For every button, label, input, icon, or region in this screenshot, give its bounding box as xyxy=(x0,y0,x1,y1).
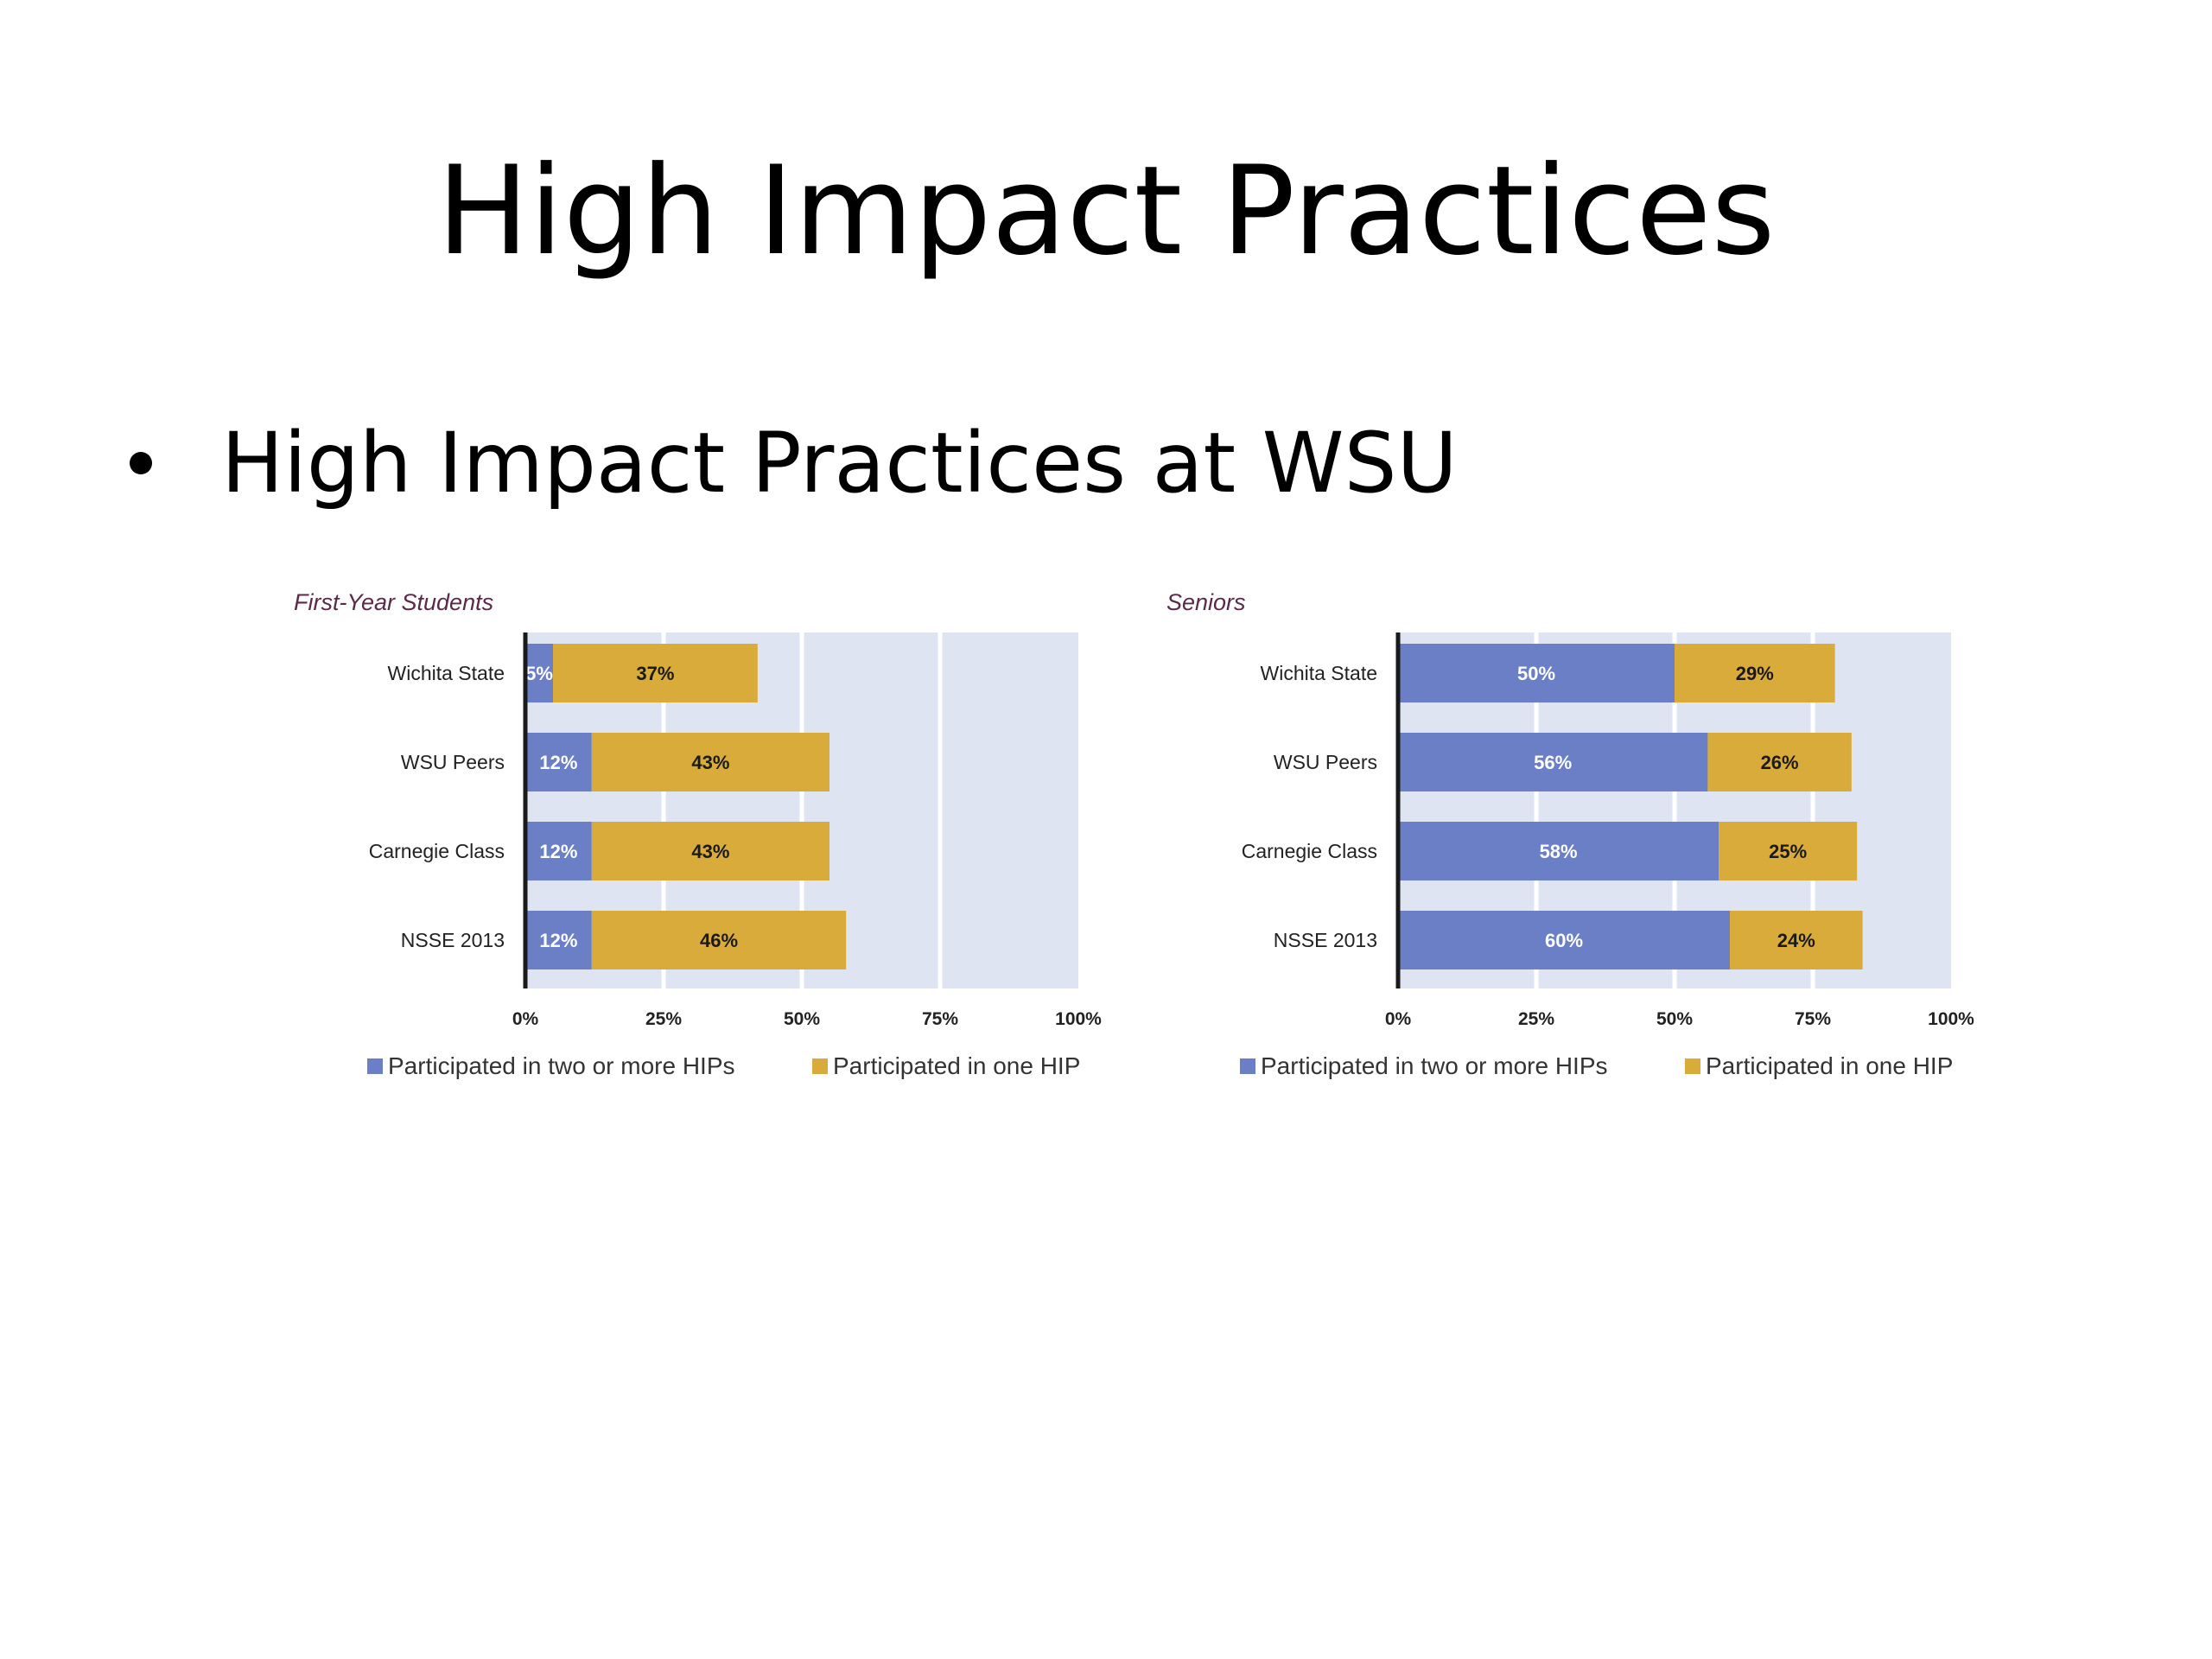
data-label: 58% xyxy=(1540,841,1578,862)
legend-entry: Participated in one HIP xyxy=(833,1052,1080,1079)
category-label: NSSE 2013 xyxy=(401,929,505,951)
data-label: 37% xyxy=(636,663,674,684)
bar-participated-in-two-or-more-hips xyxy=(1398,822,1719,880)
x-tick-label: 100% xyxy=(1055,1009,1102,1029)
category-label: Wichita State xyxy=(1261,662,1378,684)
bar-participated-in-two-or-more-hips xyxy=(525,733,592,791)
bullet-dot-icon xyxy=(130,452,152,474)
legend-swatch xyxy=(1685,1058,1700,1074)
bar-participated-in-one-hip xyxy=(1730,911,1863,969)
data-label: 24% xyxy=(1777,930,1815,951)
x-tick-label: 75% xyxy=(922,1009,958,1029)
bar-participated-in-one-hip xyxy=(1719,822,1858,880)
legend-entry: Participated in two or more HIPs xyxy=(388,1052,735,1079)
bar-participated-in-two-or-more-hips xyxy=(525,644,553,702)
x-tick-label: 25% xyxy=(1518,1009,1554,1029)
data-label: 50% xyxy=(1517,663,1555,684)
bar-participated-in-one-hip xyxy=(1675,644,1835,702)
legend-swatch xyxy=(1240,1058,1255,1074)
data-label: 5% xyxy=(525,663,553,684)
bar-participated-in-one-hip xyxy=(591,822,830,880)
bar-participated-in-two-or-more-hips xyxy=(525,911,592,969)
x-tick-label: 0% xyxy=(1385,1009,1412,1029)
bullet-item: High Impact Practices at WSU xyxy=(130,411,1458,515)
bar-participated-in-two-or-more-hips xyxy=(525,822,592,880)
data-label: 12% xyxy=(539,841,577,862)
x-tick-label: 50% xyxy=(1656,1009,1693,1029)
category-label: Wichita State xyxy=(388,662,505,684)
bar-participated-in-two-or-more-hips xyxy=(1398,644,1675,702)
chart-first-year-students: First-Year Students Wichita State 5% 37% WSU… xyxy=(294,589,1102,1079)
category-label: WSU Peers xyxy=(1274,751,1377,773)
bar-participated-in-one-hip xyxy=(591,733,830,791)
chart-title: Seniors xyxy=(1166,589,1246,615)
legend-swatch xyxy=(367,1058,383,1074)
x-tick-label: 50% xyxy=(784,1009,820,1029)
data-label: 12% xyxy=(539,930,577,951)
data-label: 12% xyxy=(539,752,577,773)
bullet-text: High Impact Practices at WSU xyxy=(221,415,1458,512)
data-label: 56% xyxy=(1534,752,1572,773)
category-label: Carnegie Class xyxy=(1242,840,1377,862)
chart-seniors: Seniors Wichita State 50% 29% WSU Peers 56% 26… xyxy=(1166,589,1974,1079)
data-label: 29% xyxy=(1736,663,1774,684)
x-tick-label: 0% xyxy=(512,1009,539,1029)
x-tick-label: 25% xyxy=(645,1009,682,1029)
category-label: NSSE 2013 xyxy=(1274,929,1377,951)
legend-swatch xyxy=(812,1058,828,1074)
category-label: Carnegie Class xyxy=(369,840,505,862)
legend-entry: Participated in one HIP xyxy=(1706,1052,1953,1079)
x-tick-label: 75% xyxy=(1795,1009,1831,1029)
data-label: 46% xyxy=(700,930,738,951)
data-label: 60% xyxy=(1545,930,1583,951)
bar-participated-in-two-or-more-hips xyxy=(1398,911,1730,969)
data-label: 43% xyxy=(691,752,729,773)
category-label: WSU Peers xyxy=(401,751,505,773)
legend-entry: Participated in two or more HIPs xyxy=(1261,1052,1608,1079)
slide-title: High Impact Practices xyxy=(436,140,1776,283)
bar-participated-in-two-or-more-hips xyxy=(1398,733,1708,791)
bar-participated-in-one-hip xyxy=(591,911,847,969)
data-label: 43% xyxy=(691,841,729,862)
chart-title: First-Year Students xyxy=(294,589,493,615)
data-label: 26% xyxy=(1761,752,1799,773)
x-tick-label: 100% xyxy=(1928,1009,1974,1029)
data-label: 25% xyxy=(1769,841,1807,862)
bar-participated-in-one-hip xyxy=(553,644,758,702)
bar-participated-in-one-hip xyxy=(1707,733,1852,791)
